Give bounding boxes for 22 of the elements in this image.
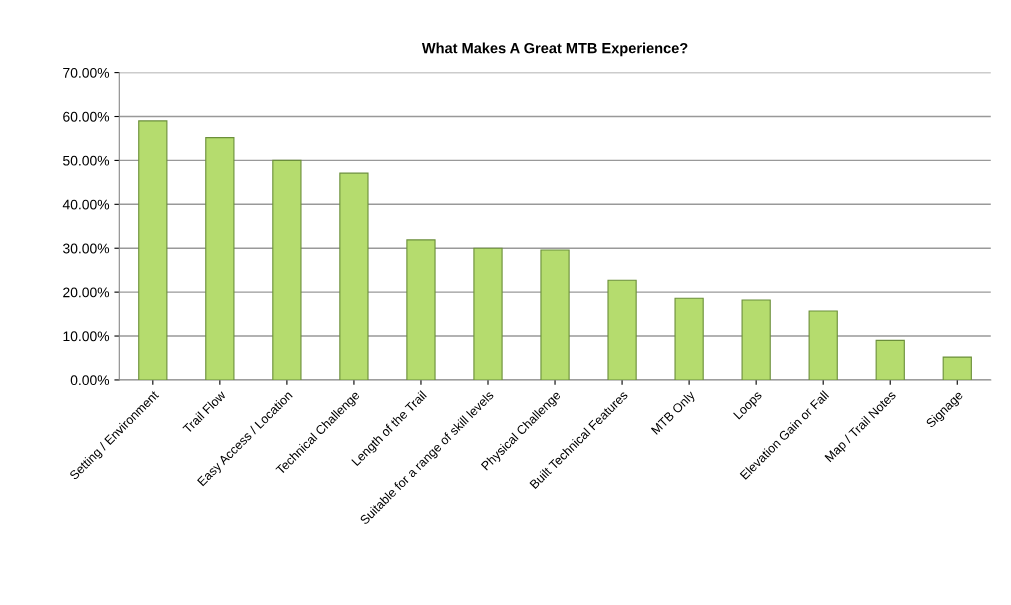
bar	[406, 239, 436, 380]
y-tick-label: 60.00%	[63, 111, 110, 122]
y-tick-label: 40.00%	[62, 199, 110, 210]
y-tick-label: 0.00%	[70, 375, 110, 386]
chart-title: What Makes A Great MTB Experience?	[421, 42, 688, 57]
bar	[339, 172, 369, 380]
bar	[272, 159, 302, 380]
bar	[473, 247, 503, 380]
bar	[138, 120, 168, 380]
y-tick-label: 20.00%	[63, 287, 110, 298]
y-tick-label: 70.00%	[63, 67, 110, 78]
bar	[942, 356, 972, 380]
bar	[205, 137, 235, 380]
bar	[540, 249, 570, 380]
y-tick-label: 50.00%	[63, 155, 110, 166]
y-tick-label: 10.00%	[63, 331, 110, 342]
bar	[808, 310, 838, 380]
bar	[875, 339, 905, 380]
y-tick-label: 30.00%	[63, 243, 110, 254]
bar	[607, 279, 637, 380]
bar	[674, 297, 704, 380]
bar	[741, 299, 771, 380]
